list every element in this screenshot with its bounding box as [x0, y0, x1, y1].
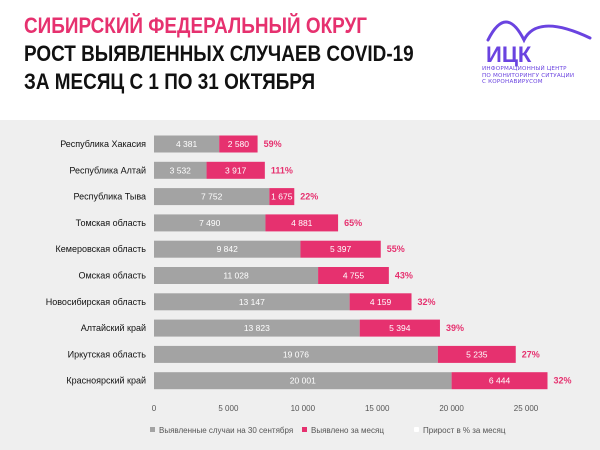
category-label: Иркутская область — [68, 349, 147, 359]
data-label-base: 7 752 — [201, 192, 223, 202]
data-label-increase: 4 881 — [291, 218, 313, 228]
data-label-base: 7 490 — [199, 218, 221, 228]
bar-increase — [359, 319, 440, 337]
logo-mark: ИЦК — [486, 20, 592, 67]
logo-wave-icon — [486, 20, 592, 44]
bar-increase — [265, 214, 339, 232]
data-label-increase: 1 675 — [271, 192, 293, 202]
chart-title: СИБИРСКИЙ ФЕДЕРАЛЬНЫЙ ОКРУГ РОСТ ВЫЯВЛЕН… — [24, 12, 444, 96]
growth-percent-label: 27% — [522, 349, 540, 359]
bar-increase — [451, 372, 548, 390]
bar-base — [154, 161, 207, 179]
category-label: Республика Алтай — [69, 165, 146, 175]
legend-label-base: Выявленные случаи на 30 сентября — [159, 426, 294, 435]
bar-increase — [349, 293, 412, 311]
growth-percent-label: 32% — [554, 376, 572, 386]
data-label-base: 11 028 — [223, 271, 249, 281]
data-label-increase: 5 397 — [330, 244, 352, 254]
bar-base — [154, 214, 266, 232]
growth-percent-label: 22% — [300, 192, 318, 202]
growth-percent-label: 43% — [395, 271, 413, 281]
title-line-subject: РОСТ ВЫЯВЛЕННЫХ СЛУЧАЕВ COVID-19 — [24, 41, 414, 66]
legend-swatch-base — [150, 427, 155, 433]
data-label-increase: 5 235 — [466, 349, 488, 359]
bar-base — [154, 319, 360, 337]
bar-increase — [219, 135, 258, 153]
bar-base — [154, 135, 220, 153]
data-label-increase: 3 917 — [225, 165, 247, 175]
logo-tagline: ИНФОРМАЦИОННЫЙ ЦЕНТР ПО МОНИТОРИНГУ СИТУ… — [482, 66, 597, 86]
bar-base — [154, 345, 438, 363]
chart-panel — [0, 120, 600, 450]
growth-percent-label: 65% — [344, 218, 362, 228]
bar-base — [154, 293, 350, 311]
stacked-bar-chart: Республика Хакасия 4 381 2 580 59% Республик… — [46, 135, 572, 413]
bar-increase — [300, 240, 381, 258]
x-tick-label: 15 000 — [365, 404, 390, 413]
data-label-increase: 5 394 — [389, 323, 411, 333]
bar-increase — [437, 345, 516, 363]
legend-item-base: Выявленные случаи на 30 сентября — [150, 426, 293, 435]
x-tick-label: 20 000 — [439, 404, 464, 413]
logo-name: ИЦК — [486, 42, 532, 67]
chart-legend: Выявленные случаи на 30 сентября Выявлен… — [130, 426, 600, 440]
data-label-base: 3 532 — [170, 165, 192, 175]
growth-percent-label: 32% — [418, 297, 436, 307]
x-tick-label: 0 — [152, 404, 157, 413]
category-label: Омская область — [78, 271, 146, 281]
category-label: Алтайский край — [81, 323, 146, 333]
category-label: Красноярский край — [66, 376, 146, 386]
data-label-base: 9 842 — [217, 244, 239, 254]
category-label: Республика Хакасия — [60, 139, 146, 149]
logo-tagline-line: ИНФОРМАЦИОННЫЙ ЦЕНТР — [482, 66, 567, 72]
legend-item-increase: Выявлено за месяц — [302, 426, 384, 435]
growth-percent-label: 39% — [446, 323, 464, 333]
data-label-base: 13 147 — [239, 297, 265, 307]
bar-base — [154, 188, 270, 206]
data-label-base: 19 076 — [283, 349, 309, 359]
legend-label-growth: Прирост в % за месяц — [423, 426, 506, 435]
legend-swatch-increase — [302, 427, 307, 433]
legend-swatch-growth — [414, 427, 419, 433]
data-label-base: 13 823 — [244, 323, 270, 333]
category-label: Томская область — [76, 218, 147, 228]
data-label-increase: 6 444 — [489, 376, 511, 386]
title-line-period: ЗА МЕСЯЦ С 1 ПО 31 ОКТЯБРЯ — [24, 69, 316, 94]
bar-increase — [318, 267, 389, 284]
bar-base — [154, 240, 301, 258]
category-label: Новосибирская область — [46, 297, 147, 307]
category-label: Кемеровская область — [56, 244, 147, 254]
x-tick-label: 5 000 — [218, 404, 239, 413]
logo-tagline-line: С КОРОНАВИРУСОМ — [482, 79, 543, 86]
bar-base — [154, 267, 319, 284]
legend-label-increase: Выявлено за месяц — [311, 426, 384, 435]
growth-percent-label: 55% — [387, 244, 405, 254]
category-label: Республика Тыва — [73, 192, 146, 202]
data-label-increase: 2 580 — [228, 139, 250, 149]
data-label-increase: 4 159 — [370, 297, 392, 307]
bar-base — [154, 372, 452, 390]
bar-increase — [206, 161, 265, 179]
data-label-increase: 4 755 — [343, 271, 365, 281]
bar-increase — [269, 188, 295, 206]
growth-percent-label: 111% — [271, 165, 293, 175]
x-tick-label: 25 000 — [514, 404, 539, 413]
x-tick-label: 10 000 — [291, 404, 316, 413]
logo-tagline-line: ПО МОНИТОРИНГУ СИТУАЦИИ — [482, 72, 575, 79]
data-label-base: 4 381 — [176, 139, 198, 149]
growth-percent-label: 59% — [264, 139, 282, 149]
title-line-region: СИБИРСКИЙ ФЕДЕРАЛЬНЫЙ ОКРУГ — [24, 13, 368, 38]
data-label-base: 20 001 — [290, 376, 316, 386]
legend-item-growth: Прирост в % за месяц — [414, 426, 505, 435]
